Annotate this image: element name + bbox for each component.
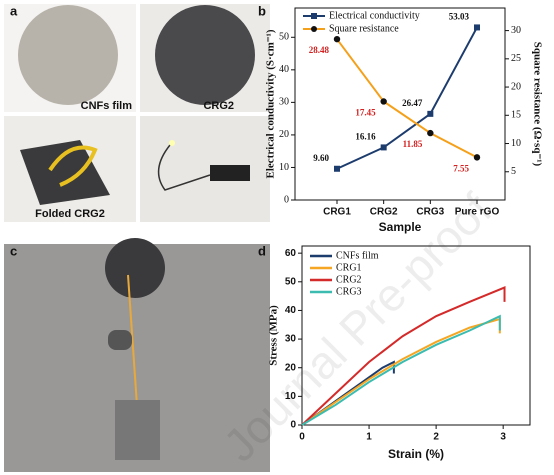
x-tick-label: CRG1 xyxy=(323,207,351,218)
photo-caption: Folded CRG2 xyxy=(35,208,105,220)
legend-label: Electrical conductivity xyxy=(329,10,420,21)
y-tick-label: 50 xyxy=(279,32,289,43)
value-label: 17.45 xyxy=(355,108,376,118)
y-tick-label: 0 xyxy=(290,420,296,431)
legend-label: Square resistance xyxy=(329,23,399,34)
y-tick-label: 10 xyxy=(285,391,297,402)
photo-weight xyxy=(115,400,160,460)
series-line xyxy=(301,286,506,426)
y2-tick-label: 20 xyxy=(511,81,521,92)
legend-label: CRG1 xyxy=(336,262,362,273)
y-tick-label: 40 xyxy=(279,64,289,75)
value-label: 11.85 xyxy=(403,139,423,149)
x-axis-title: Sample xyxy=(379,220,422,234)
series-line xyxy=(336,26,478,170)
photo-film xyxy=(105,238,165,298)
x-tick-label: 2 xyxy=(433,432,439,443)
plot-frame xyxy=(301,245,531,426)
y-tick-label: 30 xyxy=(279,97,289,108)
value-label: 16.16 xyxy=(355,131,376,141)
y-tick-label: 30 xyxy=(285,334,297,345)
y2-axis-title: Square resistance (Ω·sq⁻¹) xyxy=(531,42,543,167)
y2-tick-label: 10 xyxy=(511,138,521,149)
y-tick-label: 60 xyxy=(285,248,297,259)
photo-caption: CRG2 xyxy=(203,100,234,112)
x-tick-label: 1 xyxy=(366,432,372,443)
marker xyxy=(380,144,387,151)
series-line xyxy=(301,317,501,426)
photo-disc xyxy=(18,5,118,105)
panel-label: d xyxy=(258,243,266,258)
value-label: 53.03 xyxy=(449,11,470,21)
photo-led xyxy=(169,140,175,146)
photo-wire xyxy=(157,144,211,191)
panel-label: b xyxy=(258,3,266,18)
value-label: 26.47 xyxy=(402,98,423,108)
photo-thread xyxy=(127,274,139,421)
marker xyxy=(427,129,434,137)
x-tick-label: Pure rGO xyxy=(455,207,500,218)
value-label: 7.55 xyxy=(453,163,469,173)
legend-marker xyxy=(311,13,317,19)
y2-tick-label: 30 xyxy=(511,25,521,36)
y-axis-title: Stress (MPa) xyxy=(268,305,280,366)
y2-tick-label: 15 xyxy=(511,110,521,121)
x-tick-label: CRG3 xyxy=(416,207,444,218)
series-line xyxy=(336,38,478,159)
x-axis-title: Strain (%) xyxy=(388,447,444,461)
series-line xyxy=(301,314,501,426)
marker xyxy=(474,24,480,31)
panel-label: c xyxy=(10,243,17,258)
photo-c: c xyxy=(4,238,270,472)
photo-battery xyxy=(210,165,250,181)
x-tick-label: 0 xyxy=(299,432,305,443)
legend-marker xyxy=(311,26,317,32)
y2-tick-label: 25 xyxy=(511,53,521,64)
y-tick-label: 20 xyxy=(279,129,289,140)
y-axis-title: Electrical conductivity (S·cm⁻¹) xyxy=(265,29,277,178)
marker xyxy=(380,98,387,105)
photo-grid: a CNFs film CRG2 Folded CRG2 xyxy=(4,3,270,222)
plot-frame xyxy=(294,7,506,201)
photo-caption: CNFs film xyxy=(81,100,133,112)
y-tick-label: 10 xyxy=(279,162,289,173)
legend-label: CNFs film xyxy=(336,250,379,261)
x-tick-label: 3 xyxy=(500,432,506,443)
y-tick-label: 20 xyxy=(285,362,297,373)
x-tick-label: CRG2 xyxy=(370,207,398,218)
photo-clip xyxy=(48,145,98,187)
photo xyxy=(140,116,270,222)
photo-weight xyxy=(108,330,132,350)
y-tick-label: 0 xyxy=(284,194,289,205)
y2-tick-label: 5 xyxy=(511,166,516,177)
value-label: 9.60 xyxy=(313,153,329,163)
marker xyxy=(473,154,481,161)
y-tick-label: 40 xyxy=(285,305,297,316)
marker xyxy=(334,165,340,172)
marker xyxy=(333,35,341,43)
y-tick-label: 50 xyxy=(285,276,297,287)
photo-folded xyxy=(20,140,110,205)
marker xyxy=(427,110,434,117)
photo-disc xyxy=(155,5,255,105)
panel-label: a xyxy=(10,3,18,18)
legend-label: CRG3 xyxy=(336,286,362,297)
legend-label: CRG2 xyxy=(336,274,362,285)
value-label: 28.48 xyxy=(309,45,330,55)
